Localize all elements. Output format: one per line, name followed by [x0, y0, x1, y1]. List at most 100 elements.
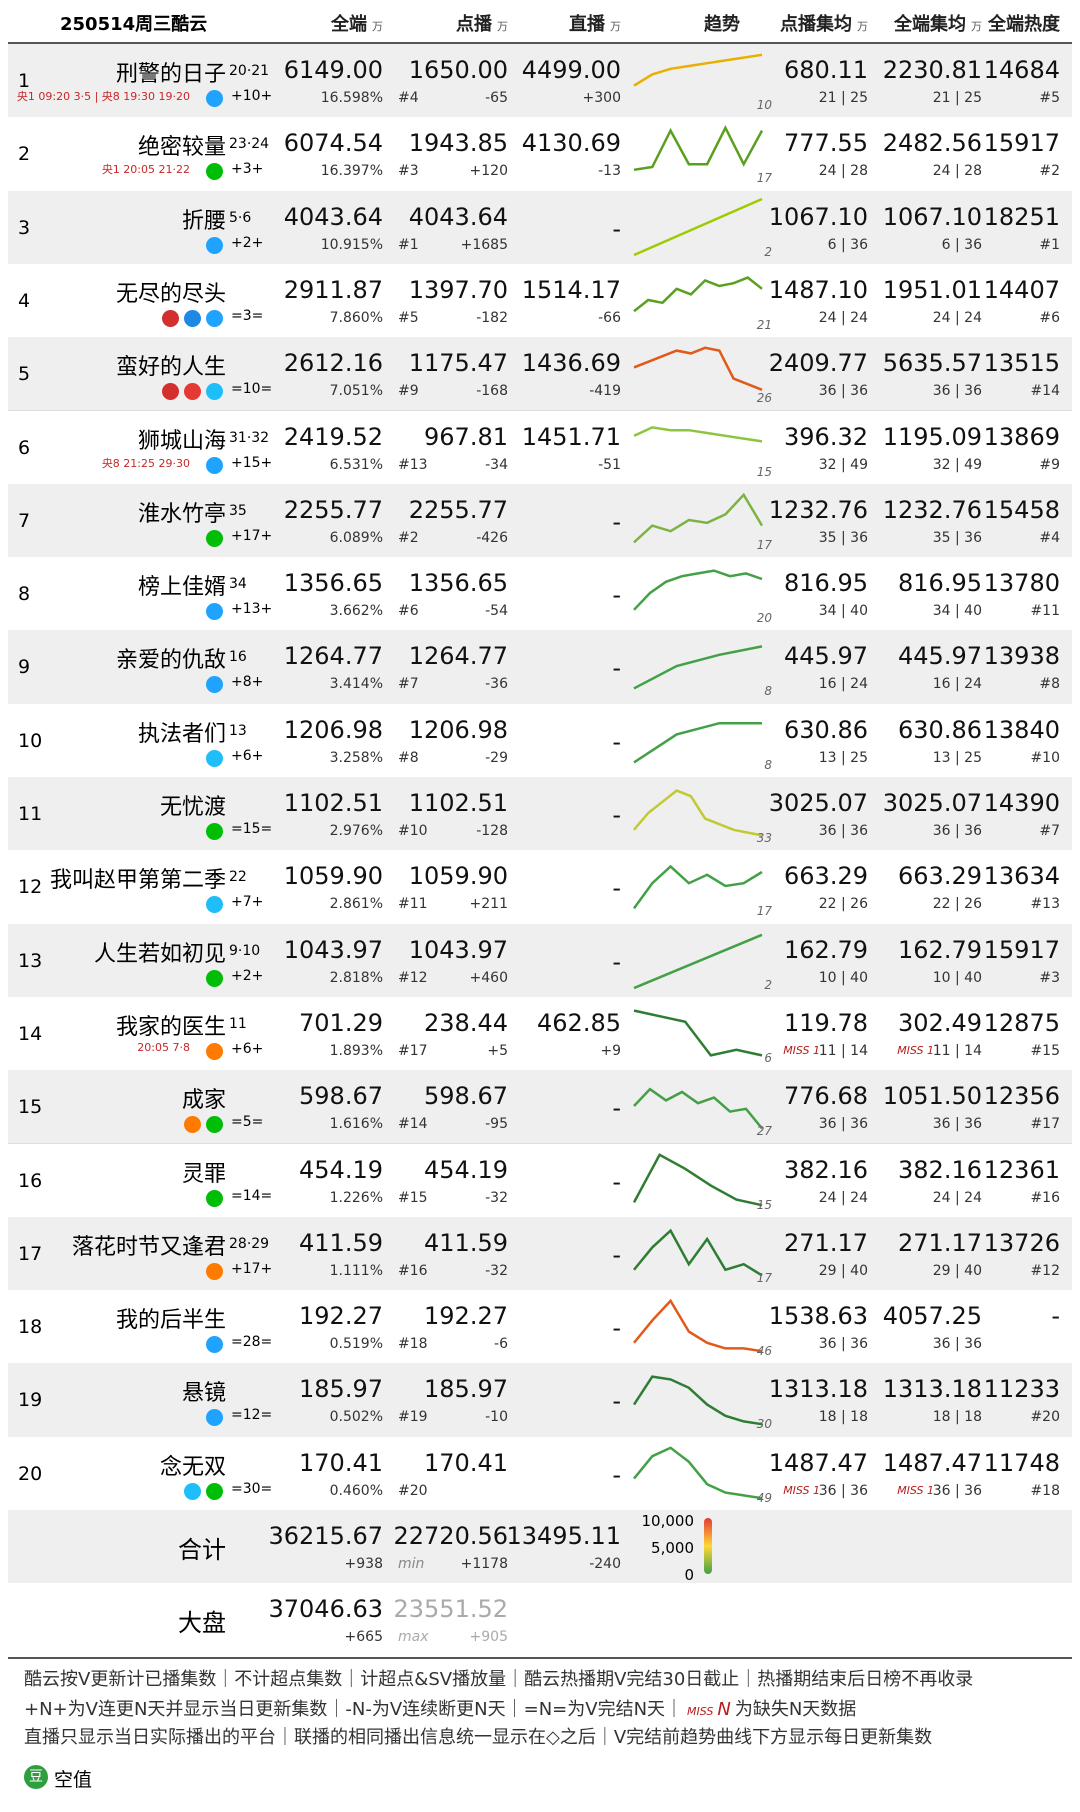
- platform-icon: [206, 676, 223, 694]
- platform-icon: [184, 1116, 201, 1134]
- change: +2+: [231, 234, 264, 251]
- vod-rank: #10: [398, 823, 428, 839]
- name: 无尽的尽头: [115, 281, 226, 307]
- trend-end: 17: [756, 537, 772, 552]
- avg: 630.86: [898, 715, 982, 744]
- avg: 1067.10: [882, 202, 982, 231]
- episodes: 20·21: [229, 63, 270, 79]
- avg-episodes: 24 | 24: [818, 1189, 868, 1206]
- heat-rank: #11: [1030, 603, 1060, 620]
- trend: [633, 492, 764, 544]
- avg: 271.17: [898, 1228, 982, 1257]
- rank: 18: [18, 1316, 43, 1339]
- heat-rank: #17: [1030, 1116, 1060, 1133]
- col-header: 点播集均: [780, 14, 852, 35]
- avg: 3025.07: [882, 789, 982, 817]
- trend-end: 2: [764, 244, 772, 259]
- trend-end: 49: [756, 1490, 772, 1505]
- legend-label: 10,000: [641, 1512, 695, 1530]
- row-bg: [8, 557, 1072, 632]
- live: -: [612, 727, 621, 756]
- market-total: 37046.63: [268, 1595, 383, 1623]
- total: 4043.64: [283, 202, 383, 231]
- trend-line: [633, 425, 763, 443]
- vod-change: +211: [469, 896, 508, 913]
- heat: 14390: [983, 789, 1060, 817]
- episodes: 34: [229, 576, 247, 593]
- vod-rank: #3: [398, 163, 419, 180]
- trend-end: 20: [756, 611, 772, 626]
- share: 3.414%: [329, 676, 383, 693]
- row-bg: [8, 1216, 1072, 1292]
- heat: 13840: [983, 715, 1060, 744]
- total: 1043.97: [283, 935, 383, 964]
- row-bg: [8, 923, 1072, 998]
- vod: 1175.47: [408, 349, 508, 378]
- heat: 18251: [983, 202, 1060, 231]
- trend-end: 2: [764, 977, 772, 992]
- rank: 7: [18, 509, 31, 532]
- trend-line: [633, 789, 763, 837]
- vod: 185.97: [424, 1375, 508, 1404]
- vod-change: -32: [485, 1189, 508, 1206]
- live: -: [612, 1240, 621, 1269]
- share: 2.976%: [329, 823, 383, 839]
- live-change: -66: [598, 309, 621, 326]
- heat: 13726: [983, 1228, 1060, 1257]
- avg-episodes: 16 | 24: [932, 676, 982, 693]
- vod-rank: #14: [398, 1116, 428, 1133]
- vod-rank: #11: [398, 896, 428, 913]
- total: 192.27: [299, 1302, 383, 1331]
- sum-vod-tag: min: [398, 1556, 425, 1572]
- avg-episodes: 18 | 18: [932, 1409, 982, 1426]
- row-bg: [8, 410, 1072, 485]
- avg-episodes: 35 | 36: [818, 529, 868, 546]
- name: 刑警的日子: [115, 62, 226, 87]
- name: 成家: [181, 1088, 226, 1114]
- avg-episodes: 24 | 28: [818, 163, 868, 180]
- trend-line: [633, 1009, 763, 1057]
- vod: 1397.70: [408, 275, 508, 304]
- vod: 967.81: [424, 422, 508, 451]
- heat: 12361: [983, 1155, 1060, 1184]
- live: 1436.69: [521, 349, 621, 378]
- sum-label: 合计: [178, 1536, 226, 1564]
- trend-line: [633, 346, 763, 392]
- avg: 1067.10: [768, 202, 868, 231]
- total: 1264.77: [283, 642, 383, 671]
- avg-episodes: 36 | 36: [818, 1116, 868, 1133]
- col-header: 全端集均: [894, 14, 966, 35]
- episodes: 23·24: [229, 136, 270, 153]
- live: -: [612, 581, 621, 610]
- schedule: 央1 20:05 21·22: [101, 163, 190, 177]
- avg-episodes: 24 | 24: [818, 309, 868, 326]
- name: 落花时节又逢君: [71, 1234, 226, 1260]
- heat-rank: #1: [1039, 236, 1060, 253]
- heat: 13780: [983, 569, 1060, 598]
- trend-end: 17: [756, 171, 772, 186]
- avg: 1313.18: [768, 1375, 868, 1404]
- live: -: [612, 947, 621, 976]
- vod: 1102.51: [408, 789, 508, 817]
- vod-rank: #5: [398, 309, 419, 326]
- trend-end: 46: [756, 1344, 772, 1359]
- vod: 192.27: [424, 1302, 508, 1331]
- platform-icon: [206, 236, 223, 254]
- episodes: 11: [229, 1015, 247, 1032]
- change: +10+: [231, 88, 273, 104]
- miss: MISS 1: [897, 1483, 934, 1497]
- rank: 5: [18, 363, 31, 386]
- trend-line: [632, 1375, 763, 1426]
- sum-live-change: -240: [589, 1556, 621, 1572]
- avg-episodes: 36 | 36: [818, 1336, 868, 1353]
- avg: 1195.09: [882, 422, 982, 451]
- heat: 15917: [983, 935, 1060, 964]
- total: 2612.16: [283, 349, 383, 378]
- name: 执法者们: [137, 721, 226, 747]
- rank: 2: [18, 143, 31, 166]
- avg-episodes: 22 | 26: [818, 896, 868, 913]
- change: +6+: [231, 1040, 264, 1057]
- heat-rank: #10: [1030, 749, 1060, 766]
- avg-episodes: 36 | 36: [932, 383, 982, 400]
- trend-end: 33: [756, 831, 772, 845]
